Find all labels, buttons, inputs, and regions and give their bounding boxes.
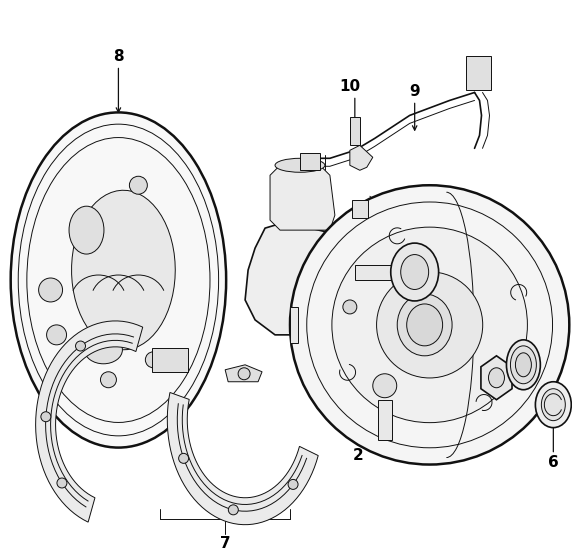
Ellipse shape bbox=[516, 353, 531, 377]
Polygon shape bbox=[481, 356, 512, 400]
Polygon shape bbox=[167, 393, 318, 525]
Text: 9: 9 bbox=[409, 84, 420, 99]
Ellipse shape bbox=[339, 296, 361, 318]
Polygon shape bbox=[245, 222, 375, 335]
Text: 7: 7 bbox=[220, 536, 230, 551]
Circle shape bbox=[76, 341, 85, 351]
Text: 5: 5 bbox=[491, 430, 502, 445]
Circle shape bbox=[238, 368, 250, 380]
Ellipse shape bbox=[535, 382, 571, 428]
Ellipse shape bbox=[343, 300, 357, 314]
Circle shape bbox=[332, 227, 527, 423]
Circle shape bbox=[290, 185, 570, 465]
Text: 6: 6 bbox=[548, 455, 559, 470]
Text: 4: 4 bbox=[364, 310, 375, 325]
Circle shape bbox=[57, 478, 67, 488]
Polygon shape bbox=[72, 190, 175, 350]
Polygon shape bbox=[152, 348, 189, 372]
Ellipse shape bbox=[489, 368, 504, 388]
Ellipse shape bbox=[397, 294, 452, 356]
Text: 2: 2 bbox=[352, 448, 363, 463]
Polygon shape bbox=[352, 200, 368, 218]
Text: 8: 8 bbox=[113, 49, 124, 64]
Polygon shape bbox=[225, 365, 262, 382]
Circle shape bbox=[288, 479, 298, 489]
Polygon shape bbox=[378, 400, 392, 440]
Ellipse shape bbox=[11, 113, 226, 447]
Ellipse shape bbox=[401, 255, 429, 290]
Circle shape bbox=[376, 272, 482, 378]
Circle shape bbox=[41, 412, 51, 422]
Polygon shape bbox=[355, 265, 419, 280]
Polygon shape bbox=[36, 321, 143, 522]
Circle shape bbox=[38, 278, 62, 302]
Circle shape bbox=[373, 374, 397, 398]
Circle shape bbox=[179, 454, 189, 463]
Text: 3: 3 bbox=[537, 305, 548, 319]
Ellipse shape bbox=[69, 206, 104, 254]
Circle shape bbox=[100, 372, 116, 388]
Polygon shape bbox=[290, 307, 298, 343]
Polygon shape bbox=[270, 165, 335, 230]
Ellipse shape bbox=[275, 158, 325, 172]
Polygon shape bbox=[465, 55, 492, 91]
Circle shape bbox=[228, 505, 238, 515]
Polygon shape bbox=[300, 153, 320, 170]
Polygon shape bbox=[350, 146, 373, 170]
Ellipse shape bbox=[511, 346, 536, 384]
Circle shape bbox=[46, 325, 66, 345]
Ellipse shape bbox=[407, 304, 442, 346]
Text: 1: 1 bbox=[425, 200, 435, 214]
Text: 10: 10 bbox=[339, 79, 360, 94]
Circle shape bbox=[146, 352, 162, 368]
Ellipse shape bbox=[541, 389, 566, 421]
Ellipse shape bbox=[391, 243, 438, 301]
Circle shape bbox=[129, 176, 147, 194]
Ellipse shape bbox=[507, 340, 540, 390]
Ellipse shape bbox=[84, 336, 123, 364]
Polygon shape bbox=[350, 118, 360, 146]
